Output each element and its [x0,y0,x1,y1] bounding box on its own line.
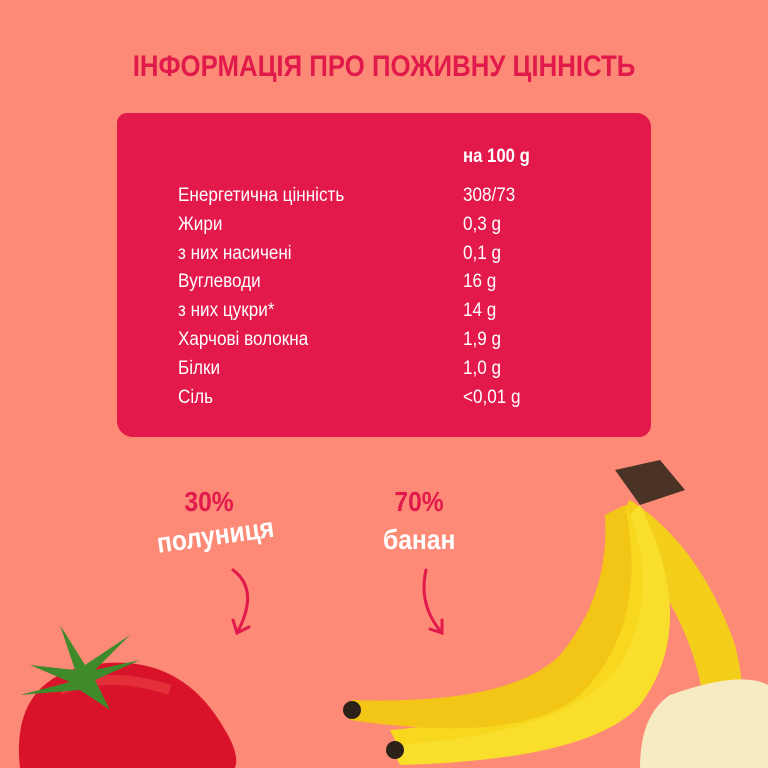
arrow-icon [231,568,251,636]
nutrient-label: Енергетична цінність [178,185,345,206]
nutrient-value: 1,9 g [463,329,502,350]
nutrient-value: 0,3 g [463,213,502,235]
nutrient-label: Сіль [178,386,214,408]
nutrient-value: 14 g [463,300,497,322]
nutrient-value: <0,01 g [463,386,521,408]
nutrient-value: 308/73 [463,185,516,206]
nutrient-label: з них насичені [178,242,292,264]
banana-label: банан [383,524,456,555]
nutrient-value: 16 g [463,271,497,293]
nutrient-label: Жири [178,213,223,235]
nutrient-label: Білки [178,357,221,379]
strawberry-image [18,625,237,768]
nutrition-panel [117,113,651,437]
nutrient-value: 0,1 g [463,242,502,264]
strawberry-percent: 30% [184,486,234,517]
nutrient-value: 1,0 g [463,357,502,379]
banana-percent: 70% [394,486,444,517]
nutrient-label: Вуглеводи [178,271,261,293]
banana-image [343,460,768,768]
page-title: ІНФОРМАЦІЯ ПРО ПОЖИВНУ ЦІННІСТЬ [132,50,636,83]
nutrient-label: з них цукри* [178,300,275,322]
strawberry-label: полуниця [154,511,276,559]
arrow-icon [422,568,444,636]
table-header-per-100g: на 100 g [463,146,530,167]
nutrient-label: Харчові волокна [178,329,309,350]
